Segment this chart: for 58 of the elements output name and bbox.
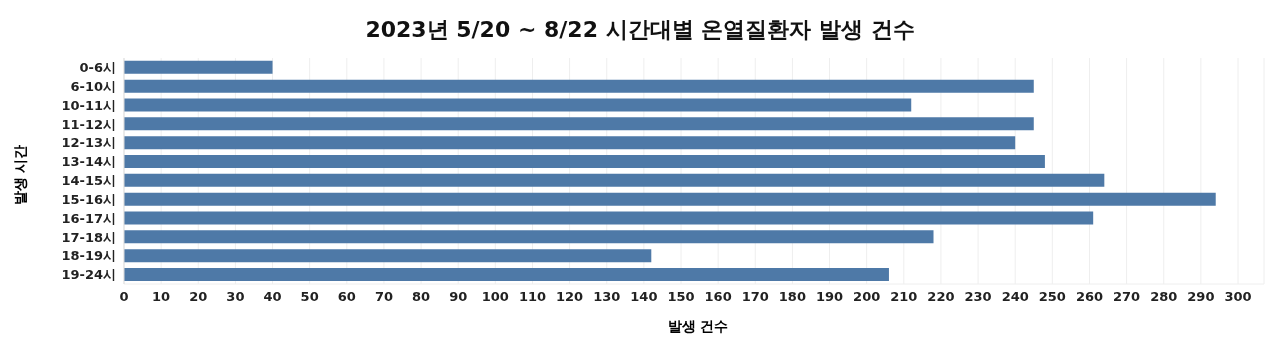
x-tick-label: 230 (964, 289, 992, 305)
x-tick-label: 290 (1187, 289, 1215, 305)
bar (124, 267, 889, 281)
x-tick-label: 250 (1038, 289, 1066, 305)
bar (124, 98, 912, 112)
x-tick-label: 50 (300, 289, 319, 305)
x-tick-label: 300 (1224, 289, 1252, 305)
x-tick-label: 0 (119, 289, 129, 305)
x-axis-title: 발생 건수 (666, 318, 730, 336)
y-tick-label: 17-18시 (61, 229, 116, 245)
bar (124, 249, 652, 263)
y-tick-label: 6-10시 (70, 78, 116, 94)
x-tick-label: 100 (481, 289, 509, 305)
x-tick-label: 30 (226, 289, 245, 305)
bar (124, 79, 1034, 93)
x-tick-label: 140 (630, 289, 658, 305)
x-tick-label: 240 (1001, 289, 1029, 305)
y-axis-title: 발생 시간 (12, 144, 29, 206)
x-tick-label: 60 (337, 289, 356, 305)
bar (124, 211, 1094, 225)
x-tick-label: 70 (374, 289, 393, 305)
x-tick-label: 160 (704, 289, 732, 305)
x-tick-label: 10 (152, 289, 171, 305)
x-tick-label: 180 (778, 289, 806, 305)
x-tick-label: 170 (741, 289, 769, 305)
x-tick-label: 90 (449, 289, 468, 305)
x-tick-label: 270 (1113, 289, 1141, 305)
x-tick-label: 20 (189, 289, 208, 305)
bar (124, 173, 1105, 187)
x-tick-label: 40 (263, 289, 282, 305)
x-tick-label: 220 (927, 289, 955, 305)
bar (124, 154, 1045, 168)
x-tick-label: 200 (853, 289, 881, 305)
chart-title: 2023년 5/20 ~ 8/22 시간대별 온열질환자 발생 건수 (364, 16, 916, 44)
bar (124, 192, 1216, 206)
y-tick-label: 15-16시 (61, 191, 116, 207)
bar (124, 230, 934, 244)
y-tick-label: 13-14시 (61, 154, 116, 170)
y-tick-label: 10-11시 (61, 97, 116, 113)
y-tick-label: 19-24시 (61, 267, 116, 283)
x-tick-label: 150 (667, 289, 695, 305)
y-tick-label: 12-13시 (61, 135, 116, 151)
x-tick-label: 260 (1075, 289, 1104, 305)
x-tick-label: 130 (593, 289, 621, 305)
bar (124, 117, 1034, 131)
x-tick-label: 110 (518, 289, 547, 305)
y-tick-label: 14-15시 (61, 173, 116, 189)
y-tick-label: 11-12시 (61, 116, 116, 132)
x-tick-label: 120 (556, 289, 584, 305)
x-tick-label: 280 (1150, 289, 1178, 305)
y-tick-label: 16-17시 (61, 210, 116, 226)
x-tick-label: 190 (815, 289, 844, 305)
x-tick-label: 210 (890, 289, 918, 305)
bar (124, 60, 273, 74)
x-tick-label: 80 (412, 289, 431, 305)
y-tick-label: 18-19시 (61, 248, 116, 264)
bar (124, 136, 1016, 150)
y-tick-label: 0-6시 (79, 60, 116, 76)
